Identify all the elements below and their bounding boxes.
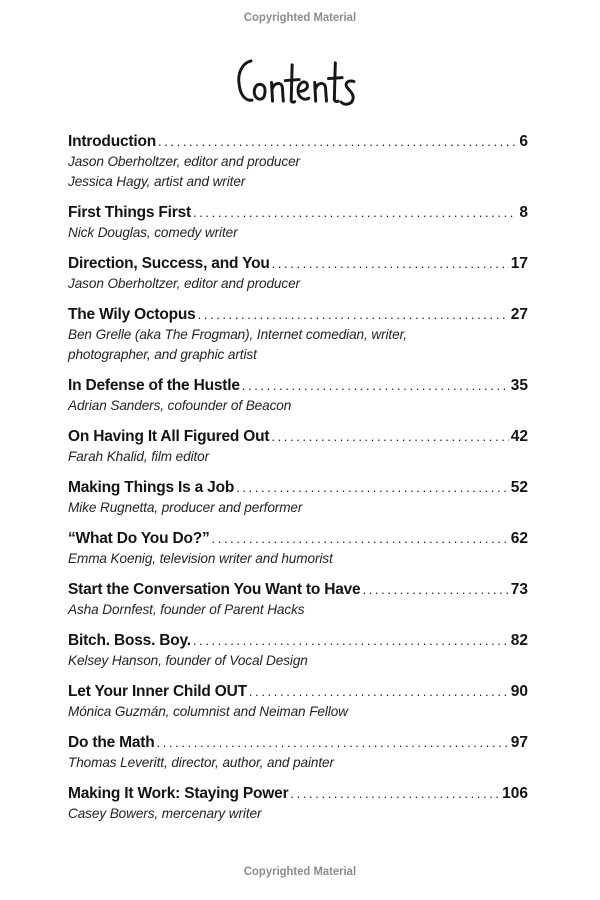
toc-entry-page-number: 27 <box>510 306 528 323</box>
toc-entry-author: Farah Khalid, film editor <box>68 449 210 464</box>
toc-entry-row: Making Things Is a Job 52 <box>68 477 528 498</box>
toc-entry: On Having It All Figured Out 42 Farah Kh… <box>68 426 528 467</box>
toc-entry: Let Your Inner Child OUT 90 Mónica Guzmá… <box>68 681 528 722</box>
toc-entry-title: On Having It All Figured Out <box>68 428 270 445</box>
toc-entry-title: Bitch. Boss. Boy. <box>68 632 191 649</box>
toc-entry-author: Asha Dornfest, founder of Parent Hacks <box>68 602 305 617</box>
toc-entry: Bitch. Boss. Boy. 82 Kelsey Hanson, foun… <box>68 630 528 671</box>
toc-entry: Making Things Is a Job 52 Mike Rugnetta,… <box>68 477 528 518</box>
toc-entry-page-number: 82 <box>510 632 528 649</box>
toc-entry-row: Introduction 6 <box>68 131 528 152</box>
dot-leader <box>198 304 509 325</box>
toc-entry-author: Jason Oberholtzer, editor and producer <box>68 154 300 169</box>
toc-entry: Direction, Success, and You 17 Jason Obe… <box>68 253 528 294</box>
toc-entry: First Things First 8 Nick Douglas, comed… <box>68 202 528 243</box>
toc-entry: Introduction 6 Jason Oberholtzer, editor… <box>68 131 528 192</box>
toc-entry-row: On Having It All Figured Out 42 <box>68 426 528 447</box>
dot-leader <box>271 426 508 447</box>
toc-entry-author: Jason Oberholtzer, editor and producer <box>68 276 300 291</box>
toc-entry-author: Casey Bowers, mercenary writer <box>68 806 262 821</box>
copyright-notice-top: Copyrighted Material <box>243 10 357 24</box>
toc-entry-author: Thomas Leveritt, director, author, and p… <box>68 755 334 770</box>
toc-entry: Start the Conversation You Want to Have … <box>68 579 528 620</box>
toc-entry-author: Kelsey Hanson, founder of Vocal Design <box>68 653 308 668</box>
dot-leader <box>272 253 509 274</box>
toc-entry-author: Emma Koenig, television writer and humor… <box>68 551 333 566</box>
dot-leader <box>249 681 509 702</box>
toc-entry-author: Ben Grelle (aka The Frogman), Internet c… <box>68 327 407 342</box>
toc-entry-title: Let Your Inner Child OUT <box>68 683 247 700</box>
toc-entry-title: In Defense of the Hustle <box>68 377 240 394</box>
toc-entry-page-number: 97 <box>510 734 528 751</box>
toc-entry-row: “What Do You Do?” 62 <box>68 528 528 549</box>
toc-entry-page-number: 106 <box>502 785 528 802</box>
toc-entry-page-number: 52 <box>510 479 528 496</box>
dot-leader <box>362 579 508 600</box>
toc-entry-title: Introduction <box>68 133 156 150</box>
toc-entry-row: Bitch. Boss. Boy. 82 <box>68 630 528 651</box>
toc-entry-author: Jessica Hagy, artist and writer <box>68 174 246 189</box>
toc-entry-title: Direction, Success, and You <box>68 255 270 272</box>
toc-entry-row: Do the Math 97 <box>68 732 528 753</box>
toc-entry-row: The Wily Octopus 27 <box>68 304 528 325</box>
toc-entry: “What Do You Do?” 62 Emma Koenig, televi… <box>68 528 528 569</box>
dot-leader <box>290 783 500 804</box>
toc-entry-row: Let Your Inner Child OUT 90 <box>68 681 528 702</box>
toc-entry-title: First Things First <box>68 204 191 221</box>
dot-leader <box>242 375 509 396</box>
toc-entry-page-number: 73 <box>510 581 528 598</box>
toc-entry-page-number: 62 <box>510 530 528 547</box>
toc-entry-row: Making It Work: Staying Power 106 <box>68 783 528 804</box>
toc-entry-title: Do the Math <box>68 734 155 751</box>
dot-leader <box>193 202 517 223</box>
toc-entry-author: Adrian Sanders, cofounder of Beacon <box>68 398 292 413</box>
toc-entry-page-number: 90 <box>510 683 528 700</box>
toc-entry-page-number: 42 <box>510 428 528 445</box>
toc-entry-page-number: 8 <box>519 204 528 221</box>
copyright-notice-bottom: Copyrighted Material <box>243 864 357 878</box>
toc-entry-author: Mónica Guzmán, columnist and Neiman Fell… <box>68 704 348 719</box>
toc-list: Introduction 6 Jason Oberholtzer, editor… <box>68 131 528 834</box>
contents-title-handwriting <box>0 57 600 108</box>
toc-entry-author: photographer, and graphic artist <box>68 347 257 362</box>
toc-entry: In Defense of the Hustle 35 Adrian Sande… <box>68 375 528 416</box>
dot-leader <box>212 528 509 549</box>
toc-entry: The Wily Octopus 27 Ben Grelle (aka The … <box>68 304 528 365</box>
toc-entry-page-number: 35 <box>510 377 528 394</box>
dot-leader <box>158 131 517 152</box>
toc-entry-title: The Wily Octopus <box>68 306 196 323</box>
dot-leader <box>157 732 509 753</box>
toc-entry-row: In Defense of the Hustle 35 <box>68 375 528 396</box>
dot-leader <box>236 477 509 498</box>
toc-entry-row: Direction, Success, and You 17 <box>68 253 528 274</box>
contents-title-strokes <box>237 59 356 106</box>
toc-entry-title: “What Do You Do?” <box>68 530 210 547</box>
toc-entry-author: Mike Rugnetta, producer and performer <box>68 500 303 515</box>
toc-entry: Do the Math 97 Thomas Leveritt, director… <box>68 732 528 773</box>
toc-entry-author: Nick Douglas, comedy writer <box>68 225 238 240</box>
toc-entry: Making It Work: Staying Power 106 Casey … <box>68 783 528 824</box>
dot-leader <box>193 630 509 651</box>
toc-entry-row: Start the Conversation You Want to Have … <box>68 579 528 600</box>
toc-entry-title: Start the Conversation You Want to Have <box>68 581 361 598</box>
toc-entry-title: Making Things Is a Job <box>68 479 235 496</box>
toc-entry-page-number: 17 <box>510 255 528 272</box>
toc-entry-title: Making It Work: Staying Power <box>68 785 289 802</box>
toc-entry-row: First Things First 8 <box>68 202 528 223</box>
toc-entry-page-number: 6 <box>519 133 528 150</box>
